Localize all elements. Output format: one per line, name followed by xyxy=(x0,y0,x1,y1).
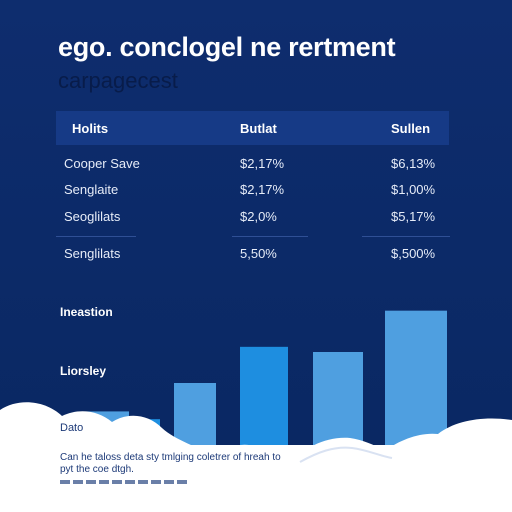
table-cell: $5,17% xyxy=(391,209,436,224)
table-cell: $1,00% xyxy=(391,182,436,197)
axis-label: Dato xyxy=(60,422,84,434)
table-divider xyxy=(362,236,450,237)
table-cell: $2,17% xyxy=(240,182,285,197)
caption: Can he taloss deta sty tmlging coletrer … xyxy=(60,452,281,475)
label-ineastion: Ineastion xyxy=(60,305,113,319)
table-cell: Senglilats xyxy=(64,246,121,261)
table-cell: Seoglilats xyxy=(64,209,121,224)
label-liorsley: Liorsley xyxy=(60,364,107,378)
table-cell: $,500% xyxy=(391,246,436,261)
table-divider xyxy=(56,236,136,237)
table-cell: Cooper Save xyxy=(64,156,140,171)
page-title: ego. conclogel ne rertment xyxy=(58,32,396,62)
cloud-shadow xyxy=(299,446,393,463)
footnote-line xyxy=(60,480,190,484)
page-subtitle: carpagecest xyxy=(58,68,178,93)
table-header-row xyxy=(56,111,449,145)
chart-bar xyxy=(313,352,363,445)
table-cell: $2,0% xyxy=(240,209,277,224)
chart-bar xyxy=(385,310,447,445)
column-header-sullen: Sullen xyxy=(391,121,431,136)
column-header-holits: Holits xyxy=(72,121,109,136)
chart-bar xyxy=(240,346,288,445)
cloud-shape xyxy=(0,402,512,512)
table-cell: Senglaite xyxy=(64,182,119,197)
column-header-butlat: Butlat xyxy=(240,121,277,136)
chart-bar xyxy=(174,383,216,445)
table-cell: $2,17% xyxy=(240,156,285,171)
table-divider xyxy=(232,236,308,237)
table-cell: $6,13% xyxy=(391,156,436,171)
table-cell: 5,50% xyxy=(240,246,277,261)
